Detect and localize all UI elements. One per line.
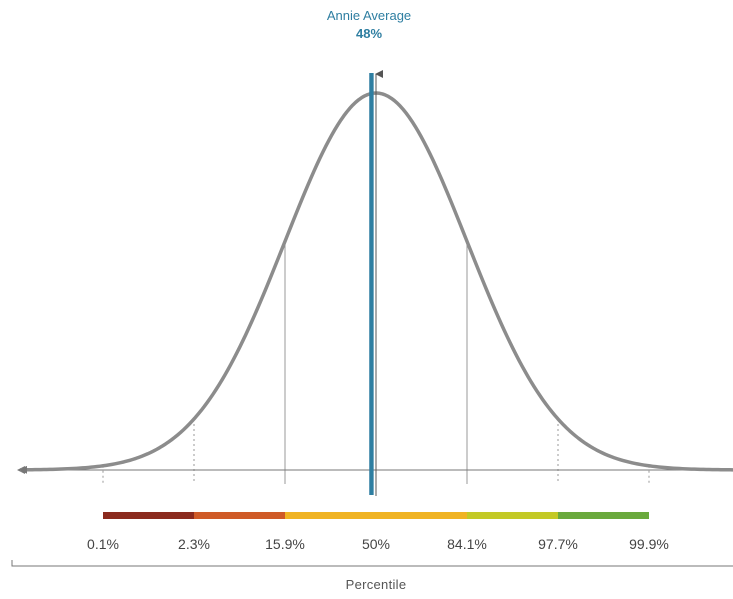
color-band-5: [558, 512, 649, 519]
guide-lines-layer: [102, 241, 650, 484]
bottom-axis-bracket: [11, 560, 733, 567]
color-bands-layer: [103, 512, 649, 519]
tick-label-99-9pct: 99.9%: [629, 536, 669, 552]
marker-layer: [369, 70, 383, 496]
tick-label-84-1pct: 84.1%: [447, 536, 487, 552]
marker-value-label: 48%: [356, 26, 382, 41]
color-band-3: [285, 512, 467, 519]
x-axis-title: Percentile: [346, 577, 407, 592]
marker-label: Annie Average: [327, 8, 411, 23]
tick-label-0-1pct: 0.1%: [87, 536, 119, 552]
color-band-1: [103, 512, 194, 519]
tick-label-50pct: 50%: [362, 536, 390, 552]
color-band-4: [467, 512, 558, 519]
average-marker-bar: [369, 73, 374, 495]
color-band-2: [194, 512, 285, 519]
tick-label-15-9pct: 15.9%: [265, 536, 305, 552]
tick-label-97-7pct: 97.7%: [538, 536, 578, 552]
tick-label-2-3pct: 2.3%: [178, 536, 210, 552]
tick-labels-layer: 0.1% 2.3% 15.9% 50% 84.1% 97.7% 99.9%: [87, 536, 669, 552]
